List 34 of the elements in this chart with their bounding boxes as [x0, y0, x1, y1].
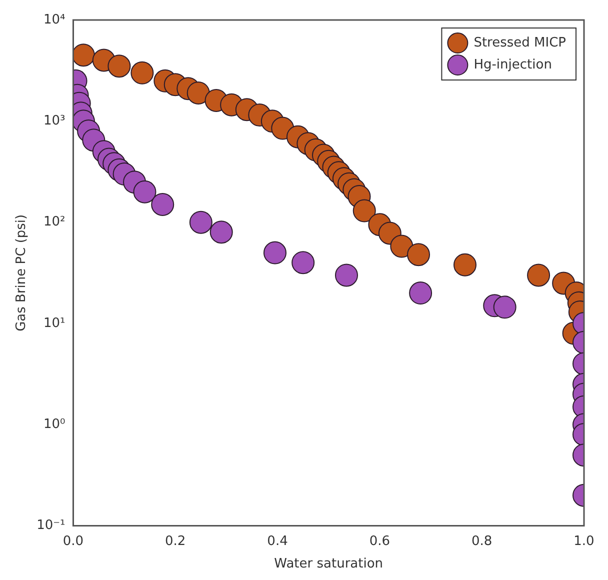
point [151, 193, 174, 216]
y-tick-label: 10⁻¹ [36, 518, 66, 534]
x-tick-label: 0.4 [267, 534, 288, 549]
point [73, 44, 95, 67]
point [527, 264, 550, 287]
x-axis-title: Water saturation [274, 556, 384, 572]
point [407, 243, 430, 266]
x-tick-label: 0.6 [369, 534, 390, 549]
point [189, 210, 212, 234]
point [352, 199, 376, 222]
point [186, 81, 210, 104]
x-tick-label: 0.2 [165, 534, 186, 549]
point [130, 61, 154, 84]
point [263, 241, 286, 264]
point [210, 220, 233, 244]
point [292, 251, 315, 274]
x-tick-label: 1.0 [574, 534, 594, 549]
point [133, 180, 156, 204]
y-tick-label: 10³ [43, 114, 66, 129]
point [493, 296, 516, 319]
point [409, 282, 432, 305]
point [108, 54, 131, 78]
y-tick-label: 10² [43, 214, 66, 230]
y-axis-title: Gas Brine PC (psi) [14, 214, 30, 332]
x-tick-label: 0.0 [62, 534, 84, 549]
y-tick-label: 10¹ [43, 316, 66, 331]
point [390, 234, 414, 258]
x-tick-label: 0.8 [472, 534, 492, 549]
legend-label: Stressed MICP [474, 35, 566, 50]
y-tick-label: 10⁰ [43, 417, 66, 432]
point [453, 253, 476, 276]
y-tick-label: 10⁴ [43, 12, 66, 28]
legend-label: Hg-injection [474, 57, 552, 72]
point [334, 264, 358, 287]
